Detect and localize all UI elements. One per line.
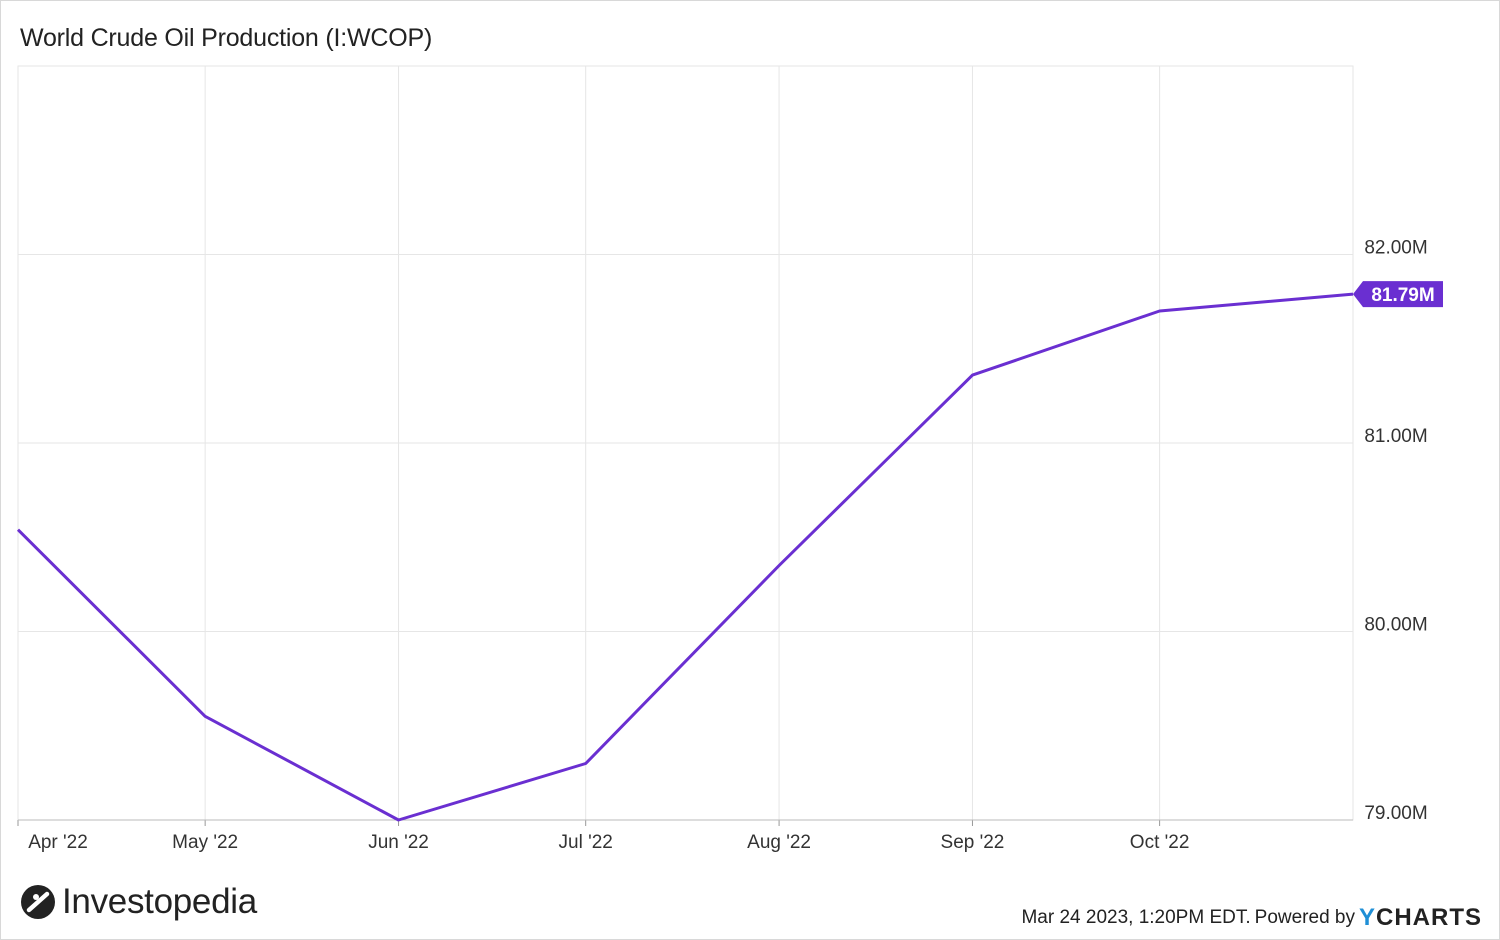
powered-by-text: Powered by bbox=[1254, 907, 1355, 928]
ycharts-logo-rest: CHARTS bbox=[1376, 904, 1482, 931]
timestamp: Mar 24 2023, 1:20PM EDT. bbox=[1021, 907, 1251, 928]
series-line bbox=[16, 292, 1354, 822]
grid-lines bbox=[17, 65, 1354, 826]
chart-title: World Crude Oil Production (I:WCOP) bbox=[20, 24, 433, 52]
last-value-label: 81.79M bbox=[1371, 285, 1434, 306]
y-tick-label: 80.00M bbox=[1364, 615, 1427, 636]
brand-name: Investopedia bbox=[62, 882, 257, 921]
x-tick-label: Jul '22 bbox=[559, 832, 613, 853]
line-chart: Apr '22 May '22 Jun '22 Jul '22 Aug '22 Sep '… bbox=[16, 65, 1443, 853]
x-tick-label: Jun '22 bbox=[368, 832, 429, 853]
footer-attribution: Mar 24 2023, 1:20PM EDT. Powered by YCHA… bbox=[1021, 904, 1482, 932]
x-tick-label: Oct '22 bbox=[1130, 832, 1190, 853]
x-tick-labels: Apr '22 May '22 Jun '22 Jul '22 Aug '22 Sep '… bbox=[28, 832, 1189, 853]
y-tick-label: 82.00M bbox=[1364, 238, 1427, 259]
y-tick-labels: 79.00M 80.00M 81.00M 82.00M bbox=[1364, 238, 1427, 825]
series-group bbox=[16, 292, 1354, 822]
last-value-group: 81.79M bbox=[1353, 281, 1443, 308]
ycharts-logo-y: Y bbox=[1358, 904, 1376, 931]
x-tick-label: Aug '22 bbox=[747, 832, 811, 853]
investopedia-logo: Investopedia bbox=[20, 882, 257, 922]
x-tick-label: May '22 bbox=[172, 832, 238, 853]
x-tick-label: Sep '22 bbox=[941, 832, 1005, 853]
last-value-tag bbox=[1353, 281, 1443, 308]
investopedia-logo-icon bbox=[21, 885, 55, 919]
ycharts-logo[interactable]: YCHARTS bbox=[1359, 904, 1482, 932]
y-tick-label: 81.00M bbox=[1364, 426, 1427, 447]
x-tick-label: Apr '22 bbox=[28, 832, 88, 853]
y-tick-label: 79.00M bbox=[1364, 803, 1427, 824]
